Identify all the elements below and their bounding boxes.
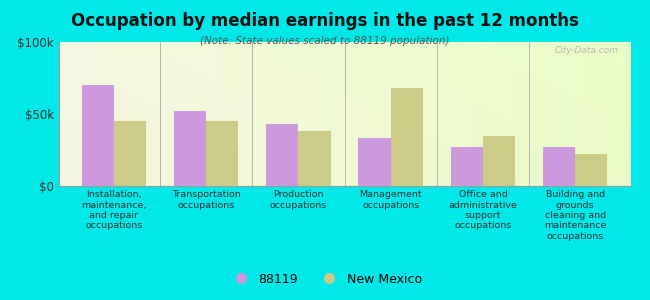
Bar [266,124,298,186]
Text: Occupation by median earnings in the past 12 months: Occupation by median earnings in the pas… [71,12,579,30]
Bar [450,147,483,186]
Bar [81,85,114,186]
Bar [358,139,391,186]
Bar [114,121,146,186]
Text: City-Data.com: City-Data.com [555,46,619,55]
Bar [206,121,239,186]
Bar [298,131,331,186]
Bar [174,111,206,186]
Bar [391,88,423,186]
Text: (Note: State values scaled to 88119 population): (Note: State values scaled to 88119 popu… [200,35,450,46]
Bar [543,147,575,186]
Legend: 88119, New Mexico: 88119, New Mexico [223,268,427,291]
Bar [575,154,608,186]
Bar [483,136,515,186]
